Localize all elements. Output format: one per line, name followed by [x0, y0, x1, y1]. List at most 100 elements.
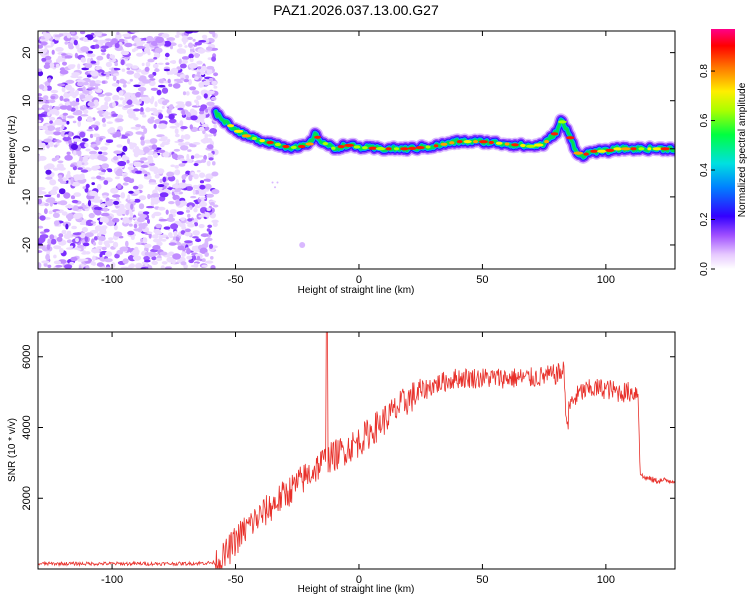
noise-speckle	[162, 176, 167, 183]
ridge-core	[660, 147, 670, 151]
noise-speckle	[196, 255, 201, 261]
noise-speckle	[199, 188, 207, 195]
noise-speckle	[84, 236, 89, 243]
noise-speckle	[91, 248, 100, 254]
noise-speckle	[146, 205, 155, 209]
noise-speckle	[200, 118, 205, 125]
noise-speckle	[85, 265, 90, 269]
noise-speckle	[206, 101, 215, 107]
noise-speckle	[66, 115, 75, 119]
noise-speckle	[61, 211, 68, 216]
noise-speckle	[104, 96, 112, 102]
noise-speckle	[53, 220, 60, 226]
noise-speckle	[65, 213, 75, 220]
noise-speckle	[166, 171, 175, 178]
noise-speckle	[192, 142, 201, 145]
noise-speckle	[193, 263, 199, 268]
noise-speckle	[140, 89, 144, 96]
noise-speckle	[125, 240, 129, 247]
noise-speckle	[190, 195, 197, 199]
noise-speckle	[106, 121, 113, 124]
noise-speckle	[184, 45, 188, 48]
ridge-core	[353, 145, 361, 149]
noise-speckle	[182, 179, 186, 183]
noise-speckle	[125, 92, 133, 96]
noise-speckle	[135, 131, 144, 135]
noise-speckle	[196, 60, 203, 65]
noise-speckle	[39, 231, 46, 234]
noise-speckle	[157, 123, 167, 130]
noise-speckle	[170, 45, 173, 50]
ridge-core	[597, 149, 607, 153]
noise-speckle	[96, 183, 102, 190]
noise-speckle	[175, 101, 185, 105]
noise-speckle	[53, 144, 58, 148]
noise-speckle	[213, 85, 218, 89]
noise-speckle	[138, 195, 147, 201]
noise-speckle	[84, 143, 89, 148]
noise-speckle	[95, 66, 101, 71]
noise-speckle	[155, 36, 165, 43]
noise-speckle	[38, 250, 43, 254]
noise-speckle	[66, 151, 71, 155]
noise-speckle	[128, 209, 132, 214]
noise-speckle	[208, 243, 214, 249]
noise-speckle	[100, 203, 107, 208]
noise-speckle	[133, 223, 138, 229]
noise-speckle	[71, 225, 77, 230]
noise-speckle	[138, 211, 144, 214]
noise-speckle	[189, 86, 197, 91]
noise-speckle	[185, 74, 190, 80]
noise-speckle	[90, 70, 99, 77]
noise-speckle	[163, 226, 171, 230]
y-tick-label: -20	[21, 237, 33, 253]
noise-speckle	[68, 131, 73, 137]
noise-speckle	[140, 82, 146, 86]
noise-speckle	[168, 83, 173, 87]
noise-speckle	[177, 43, 183, 48]
noise-speckle	[61, 87, 66, 93]
noise-speckle	[51, 49, 55, 55]
noise-speckle	[201, 258, 206, 263]
noise-speckle	[177, 138, 184, 143]
noise-speckle	[180, 77, 185, 81]
noise-speckle	[118, 235, 124, 239]
noise-speckle	[199, 180, 205, 184]
noise-speckle	[72, 101, 80, 106]
top-y-axis-label: Frequency (Hz)	[7, 116, 18, 185]
noise-speckle	[146, 35, 154, 43]
noise-speckle	[77, 150, 82, 157]
noise-speckle	[77, 167, 83, 170]
snr-axes: -100 -50 0 50 100 2000 4000 6000	[21, 332, 675, 586]
noise-speckle	[161, 33, 170, 38]
noise-speckle	[122, 182, 129, 186]
noise-speckle	[151, 213, 156, 219]
noise-speckle	[173, 148, 181, 152]
noise-speckle	[89, 150, 98, 155]
noise-speckle	[97, 110, 105, 114]
ridge-core	[605, 148, 615, 152]
noise-speckle	[185, 91, 190, 96]
noise-speckle	[38, 84, 45, 90]
noise-speckle	[126, 81, 131, 85]
noise-speckle	[194, 99, 199, 103]
noise-speckle	[126, 99, 133, 105]
noise-speckle	[160, 265, 165, 269]
noise-speckle	[77, 247, 82, 251]
noise-speckle	[190, 144, 197, 148]
noise-speckle	[72, 138, 81, 142]
noise-speckle	[161, 238, 167, 242]
noise-speckle	[96, 175, 102, 180]
noise-speckle	[50, 189, 57, 196]
noise-speckle	[181, 59, 188, 65]
noise-speckle	[94, 225, 103, 232]
noise-speckle	[151, 95, 155, 102]
noise-speckle	[182, 35, 188, 39]
noise-speckle	[114, 62, 118, 67]
noise-speckle	[140, 164, 149, 168]
noise-speckle	[80, 57, 87, 63]
noise-speckle	[147, 251, 156, 258]
noise-speckle	[206, 68, 213, 75]
noise-speckle	[131, 65, 139, 69]
noise-speckle	[119, 246, 129, 252]
